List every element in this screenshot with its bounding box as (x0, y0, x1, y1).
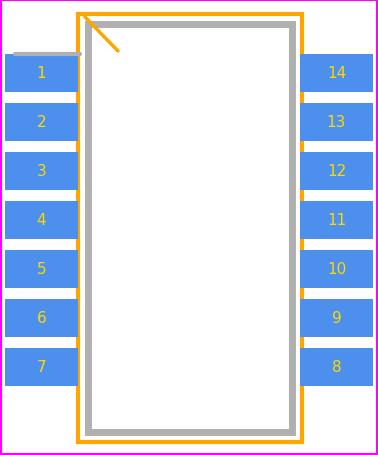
Bar (300, 153, 373, 191)
Bar (5, 202, 78, 239)
Text: 2: 2 (37, 115, 46, 130)
Bar (5, 299, 78, 337)
Text: 1: 1 (37, 66, 46, 81)
Bar (5, 153, 78, 191)
Bar (5, 250, 78, 288)
Text: 5: 5 (37, 262, 46, 277)
Text: 3: 3 (37, 164, 46, 179)
Bar (5, 348, 78, 386)
Bar (300, 104, 373, 142)
Bar (300, 202, 373, 239)
Bar (88, 25, 292, 432)
Bar (300, 250, 373, 288)
Text: 8: 8 (332, 360, 341, 374)
Bar (78, 15, 302, 442)
Text: 12: 12 (327, 164, 346, 179)
Text: 7: 7 (37, 360, 46, 374)
Text: 14: 14 (327, 66, 346, 81)
Bar (5, 55, 78, 93)
Bar (300, 55, 373, 93)
Text: 6: 6 (37, 311, 46, 326)
Bar (300, 348, 373, 386)
Text: 13: 13 (327, 115, 346, 130)
Bar (5, 104, 78, 142)
Text: 10: 10 (327, 262, 346, 277)
Text: 11: 11 (327, 213, 346, 228)
Text: 9: 9 (332, 311, 341, 326)
Bar (300, 299, 373, 337)
Text: 4: 4 (37, 213, 46, 228)
